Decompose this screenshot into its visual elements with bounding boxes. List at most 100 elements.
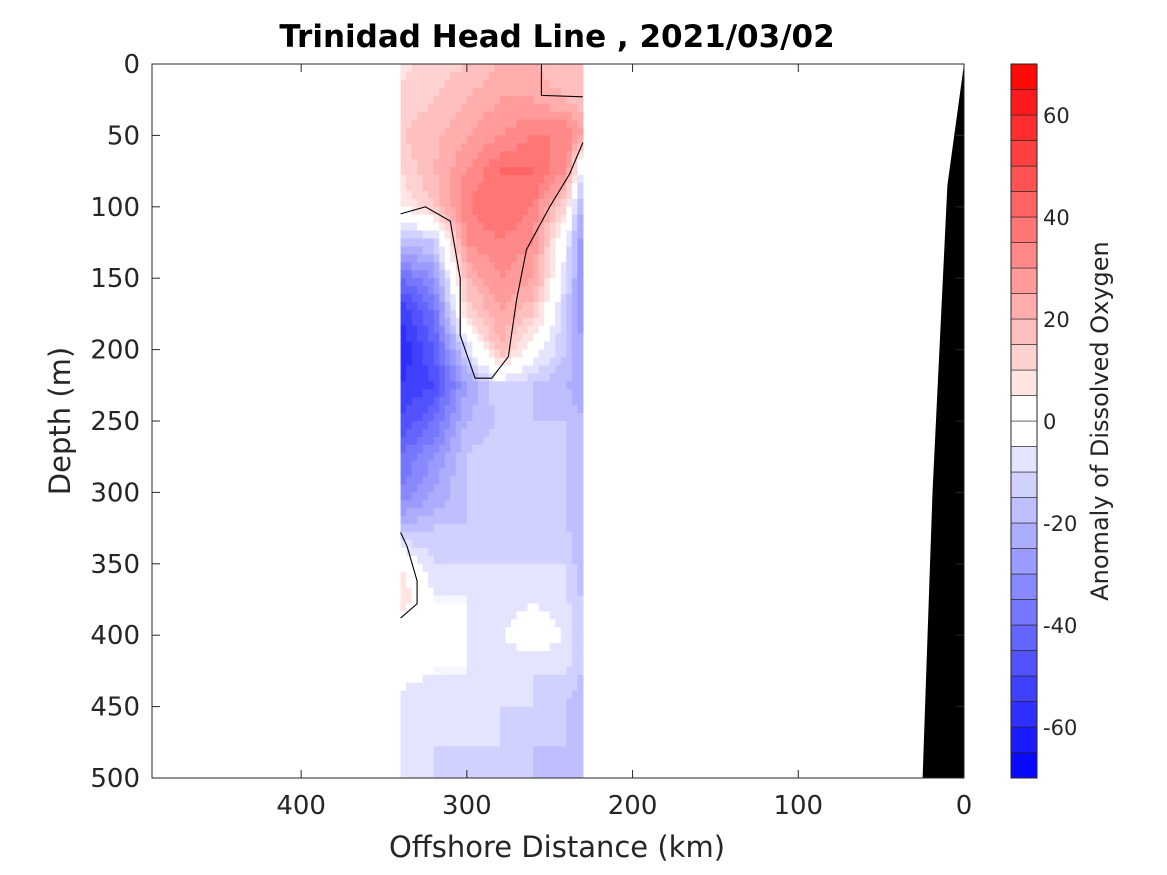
heatmap-cell bbox=[533, 349, 540, 359]
heatmap-cell bbox=[455, 444, 462, 454]
heatmap-cell bbox=[566, 714, 573, 724]
heatmap-cell bbox=[439, 64, 446, 73]
heatmap-cell bbox=[544, 349, 551, 359]
heatmap-cell bbox=[428, 341, 435, 351]
y-tick-label: 500 bbox=[90, 764, 140, 794]
heatmap-cell bbox=[461, 563, 468, 573]
heatmap-cell bbox=[428, 286, 435, 295]
heatmap-cell bbox=[555, 349, 562, 359]
heatmap-cell bbox=[544, 214, 551, 224]
heatmap-cell bbox=[422, 516, 429, 525]
heatmap-cell bbox=[483, 254, 490, 263]
heatmap-cell bbox=[505, 183, 512, 192]
heatmap-cell bbox=[417, 317, 424, 327]
heatmap-cell bbox=[417, 444, 424, 454]
heatmap-cell bbox=[577, 524, 584, 533]
heatmap-cell bbox=[406, 436, 413, 446]
heatmap-cell bbox=[522, 349, 529, 359]
heatmap-cell bbox=[472, 365, 479, 374]
heatmap-cell bbox=[560, 540, 567, 549]
heatmap-cell bbox=[516, 722, 523, 731]
heatmap-cell bbox=[527, 516, 534, 525]
heatmap-cell bbox=[566, 143, 573, 152]
heatmap-cell bbox=[494, 79, 501, 89]
heatmap-cell bbox=[488, 325, 496, 335]
heatmap-cell bbox=[411, 302, 418, 311]
heatmap-cell bbox=[466, 119, 473, 129]
heatmap-cell bbox=[411, 555, 418, 565]
heatmap-cell bbox=[450, 524, 457, 533]
heatmap-cell bbox=[577, 682, 584, 692]
heatmap-cell bbox=[472, 532, 479, 541]
heatmap-cell bbox=[566, 754, 573, 763]
heatmap-cell bbox=[522, 690, 529, 700]
heatmap-cell bbox=[406, 738, 413, 747]
heatmap-cell bbox=[433, 452, 440, 462]
heatmap-cell bbox=[400, 444, 407, 454]
heatmap-cell bbox=[444, 357, 451, 367]
heatmap-cell bbox=[527, 484, 534, 493]
heatmap-cell bbox=[494, 135, 501, 144]
heatmap-cell bbox=[477, 555, 485, 565]
heatmap-cell bbox=[571, 222, 578, 232]
heatmap-cell bbox=[500, 230, 507, 240]
heatmap-cell bbox=[488, 95, 496, 105]
heatmap-cell bbox=[544, 746, 551, 755]
heatmap-cell bbox=[511, 278, 518, 287]
heatmap-cell bbox=[444, 468, 451, 478]
heatmap-cell bbox=[533, 79, 540, 89]
heatmap-cell bbox=[428, 95, 435, 105]
heatmap-cell bbox=[422, 555, 429, 565]
heatmap-cell bbox=[538, 381, 545, 390]
heatmap-cell bbox=[488, 151, 496, 160]
heatmap-cell bbox=[571, 524, 578, 533]
heatmap-cell bbox=[566, 666, 573, 676]
heatmap-cell bbox=[549, 571, 556, 581]
heatmap-cell bbox=[417, 643, 424, 652]
heatmap-cell bbox=[538, 444, 545, 454]
heatmap-cell bbox=[450, 397, 457, 406]
heatmap-cell bbox=[422, 762, 429, 771]
heatmap-cell bbox=[516, 563, 523, 573]
heatmap-cell bbox=[566, 730, 573, 739]
heatmap-cell bbox=[400, 738, 407, 747]
heatmap-cell bbox=[560, 159, 567, 168]
heatmap-cell bbox=[472, 659, 479, 668]
heatmap-cell bbox=[549, 79, 556, 89]
heatmap-cell bbox=[500, 674, 507, 684]
heatmap-cell bbox=[444, 659, 451, 668]
heatmap-cell bbox=[505, 500, 512, 509]
heatmap-cell bbox=[406, 167, 413, 176]
heatmap-cell bbox=[439, 262, 446, 271]
heatmap-cell bbox=[522, 421, 529, 430]
heatmap-cell bbox=[566, 524, 573, 533]
heatmap-cell bbox=[433, 619, 440, 628]
heatmap-cell bbox=[560, 492, 567, 501]
heatmap-cell bbox=[411, 151, 418, 160]
x-tick-label: 100 bbox=[773, 791, 823, 821]
heatmap-cell bbox=[500, 730, 507, 739]
heatmap-cell bbox=[422, 444, 429, 454]
heatmap-cell bbox=[439, 254, 446, 263]
heatmap-cell bbox=[444, 262, 451, 271]
heatmap-cell bbox=[511, 127, 518, 136]
heatmap-cell bbox=[538, 103, 545, 113]
heatmap-cell bbox=[461, 389, 468, 398]
heatmap-cell bbox=[455, 246, 462, 255]
heatmap-cell bbox=[477, 183, 485, 192]
heatmap-cell bbox=[516, 682, 523, 692]
heatmap-cell bbox=[544, 674, 551, 684]
heatmap-cell bbox=[466, 230, 473, 240]
heatmap-cell bbox=[406, 294, 413, 303]
heatmap-cell bbox=[560, 413, 567, 422]
heatmap-cell bbox=[439, 278, 446, 287]
heatmap-cell bbox=[450, 317, 457, 327]
heatmap-cell bbox=[533, 365, 540, 374]
heatmap-cell bbox=[566, 151, 573, 160]
heatmap-cell bbox=[450, 603, 457, 612]
heatmap-cell bbox=[533, 524, 540, 533]
heatmap-cell bbox=[527, 436, 534, 446]
heatmap-cell bbox=[527, 286, 534, 295]
heatmap-cell bbox=[577, 309, 584, 319]
heatmap-cell bbox=[466, 381, 473, 390]
